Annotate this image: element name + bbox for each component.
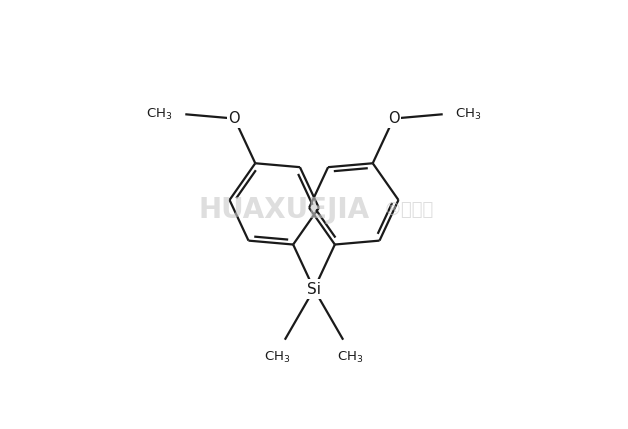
Text: Si: Si xyxy=(307,282,321,297)
Text: ®化学加: ®化学加 xyxy=(384,200,434,218)
Text: O: O xyxy=(387,111,399,126)
Text: CH$_3$: CH$_3$ xyxy=(455,107,482,122)
Text: O: O xyxy=(229,111,241,126)
Text: CH$_3$: CH$_3$ xyxy=(337,350,364,365)
Text: HUAXUEJIA: HUAXUEJIA xyxy=(198,196,370,224)
Text: CH$_3$: CH$_3$ xyxy=(146,107,173,122)
Text: CH$_3$: CH$_3$ xyxy=(264,350,291,365)
